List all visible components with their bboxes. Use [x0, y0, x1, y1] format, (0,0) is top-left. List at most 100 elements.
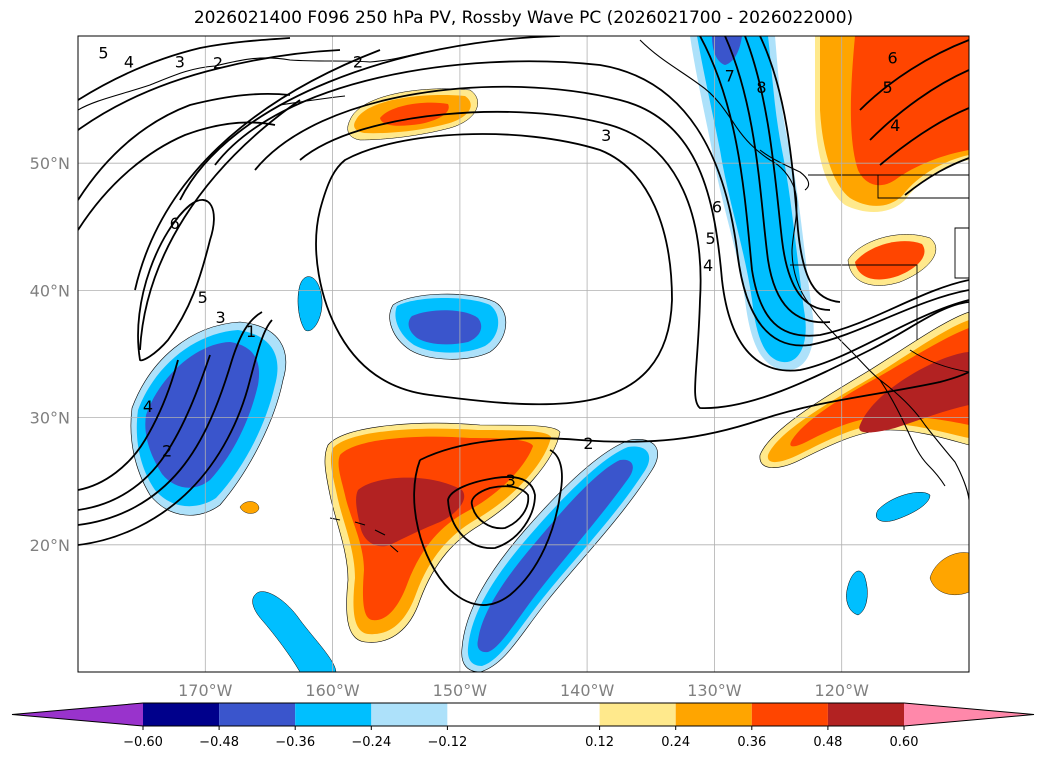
contour-label: 5: [706, 229, 716, 248]
colorbar-extend-min: [12, 703, 143, 726]
lon-tick-label: 160°W: [305, 681, 360, 700]
lon-tick-label: 130°W: [687, 681, 742, 700]
map-title: 2026021400 F096 250 hPa PV, Rossby Wave …: [193, 8, 854, 28]
pos-anomaly-tiny: [239, 501, 260, 514]
contour-label: 4: [890, 116, 900, 135]
lon-tick-label: 120°W: [815, 681, 870, 700]
colorbar-bin: [143, 703, 220, 726]
lon-axis-labels: 170°W 160°W 150°W 140°W 130°W 120°W: [178, 681, 869, 700]
border-us-mexico: [909, 349, 969, 373]
colorbar: −0.60 −0.48 −0.36 −0.24 −0.12 0.12 0.24 0.36 0.4…: [11, 702, 1035, 750]
contour-label: 4: [703, 256, 713, 275]
neg-anomaly-southwest: [252, 591, 337, 672]
contour-northwest-2: [78, 49, 341, 131]
contour-label: 7: [725, 66, 735, 85]
colorbar-bin: [827, 703, 904, 726]
contour-northwest-4: [78, 121, 276, 231]
contour-ridge-8: [759, 36, 841, 303]
contour-west-arc-1: [78, 319, 273, 546]
contour-northwest-3: [78, 93, 291, 201]
map-frame: [77, 35, 970, 673]
contour-northwest-1: [78, 37, 291, 101]
contour-northeast-2: [869, 69, 969, 141]
coastline-aleutians: [279, 95, 346, 106]
colorbar-tick-label: 0.48: [813, 735, 842, 750]
border-california-nevada: [790, 264, 918, 340]
contour-label: 2: [162, 442, 172, 461]
contour-west-arc-3: [78, 354, 211, 511]
contour-subtropical-loop-outer: [413, 449, 563, 606]
contour-label: 4: [124, 52, 134, 71]
contour-subtropical-loop-core: [470, 485, 530, 530]
contour-label: 4: [143, 397, 153, 416]
contour-label: 3: [601, 126, 611, 145]
lat-tick-label: 20°N: [30, 536, 70, 555]
colorbar-extend-max: [904, 703, 1034, 726]
lat-tick-label: 50°N: [30, 154, 70, 173]
colorbar-tick-label: 0.24: [661, 735, 690, 750]
colorbar-tick-label: −0.12: [427, 735, 467, 750]
borders: [790, 174, 969, 373]
colorbar-bin: [447, 703, 600, 726]
colorbar-tick-label: −0.24: [351, 735, 391, 750]
neg-anomaly-west-core: [145, 342, 260, 488]
contour-label: 3: [506, 471, 516, 490]
contour-label: 5: [198, 288, 208, 307]
pv-contours: [78, 36, 969, 606]
colorbar-bin: [295, 703, 372, 726]
lon-tick-label: 140°W: [560, 681, 615, 700]
pos-anomaly-northeast-core: [850, 36, 969, 186]
contour-big-ridge-outer: [254, 85, 969, 372]
colorbar-tick-label: 0.12: [585, 735, 614, 750]
contour-subtropical-2: [419, 371, 969, 461]
pos-anomaly-nevada-mid: [855, 241, 925, 280]
neg-anomaly-central-core: [408, 310, 482, 345]
colorbar-tick-label: −0.48: [199, 735, 239, 750]
contour-label: 8: [756, 78, 766, 97]
lat-tick-label: 40°N: [30, 281, 70, 300]
contour-west-loop: [137, 199, 215, 362]
colorbar-bin: [371, 703, 448, 726]
contour-ridge-5: [179, 36, 969, 337]
contour-label: 2: [353, 52, 363, 71]
contour-label: 6: [170, 214, 180, 233]
contour-label: 1: [246, 322, 256, 341]
colorbar-bin: [599, 703, 676, 726]
contour-northeast-3: [879, 107, 969, 166]
lon-tick-label: 170°W: [178, 681, 233, 700]
colorbar-tick-label: −0.60: [123, 735, 163, 750]
contour-west-arc-2: [78, 311, 263, 526]
shaded-anomalies: [130, 36, 969, 672]
contour-label: 5: [98, 44, 108, 63]
contour-ridge-4: [214, 60, 969, 347]
contour-west-arc-4: [78, 359, 179, 491]
pos-anomaly-north-core: [380, 102, 449, 126]
colorbar-tick-label: 0.60: [890, 735, 919, 750]
pos-anomaly-central-core: [356, 477, 465, 547]
contour-big-ridge-inner: [315, 133, 673, 406]
border-box-east: [954, 227, 969, 279]
coastline-vancouver-island: [759, 149, 810, 191]
coastline-baja: [879, 379, 946, 487]
pos-anomaly-far-southeast: [929, 552, 969, 595]
lat-tick-label: 30°N: [30, 409, 70, 428]
contour-label: 6: [712, 197, 722, 216]
contour-label: 3: [175, 52, 185, 71]
contour-big-ridge-mid: [299, 110, 969, 409]
contour-label: 2: [213, 54, 223, 73]
contour-northeast-4: [904, 157, 969, 196]
lon-tick-label: 150°W: [433, 681, 488, 700]
border-oregon-california: [877, 175, 969, 199]
pos-anomaly-east-core: [859, 352, 969, 433]
contour-ridge-7: [139, 36, 831, 351]
contour-subtropical-loop-inner: [447, 476, 536, 549]
neg-anomaly-coast-mid: [697, 36, 806, 363]
contour-label: 3: [215, 308, 225, 327]
colorbar-tick-label: 0.36: [737, 735, 766, 750]
contour-northeast-1: [859, 39, 969, 111]
colorbar-bin: [219, 703, 296, 726]
contour-label: 2: [583, 434, 593, 453]
